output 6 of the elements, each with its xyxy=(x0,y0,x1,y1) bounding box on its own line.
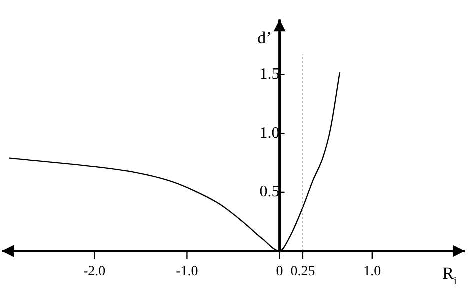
x-tick-label: 0.25 xyxy=(290,264,316,280)
x-tick-label: -2.0 xyxy=(84,264,106,280)
y-axis-title: d’ xyxy=(258,28,272,48)
x-tick-label: 0 xyxy=(276,264,284,280)
x-tick-label: -1.0 xyxy=(176,264,198,280)
x-tick-label: 1.0 xyxy=(364,264,382,280)
